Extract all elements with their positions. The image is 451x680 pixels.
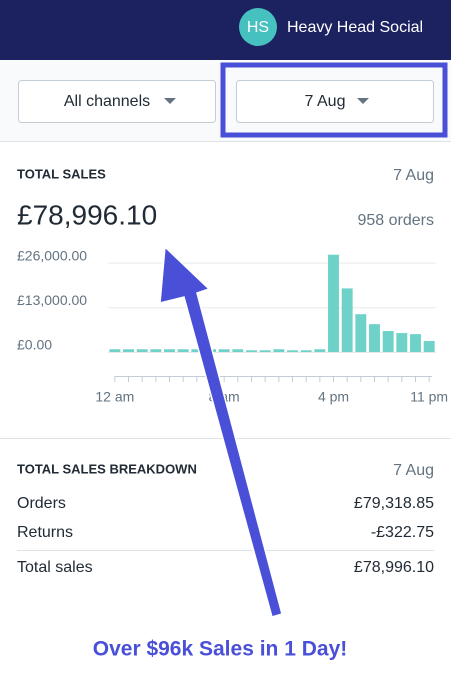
row-label: Orders [17,495,66,512]
bar [259,350,271,352]
bar [136,349,148,352]
sales-amount: £78,996.10 [17,199,157,230]
date-select[interactable] [236,80,434,123]
row-value: -£322.75 [371,524,434,541]
orders-count: 958 orders [358,212,435,229]
x-tick-label: 4 pm [318,389,349,405]
bar [300,350,312,352]
annotation: Over $96k Sales in 1 Day! [93,638,348,661]
channel-select[interactable] [18,80,216,123]
x-tick-label: 11 pm [410,389,448,405]
caret [357,98,369,104]
bar [218,349,230,352]
section-title: TOTAL SALES [17,166,106,181]
bar [410,334,421,352]
row-label: Total sales [17,559,93,576]
date-label: 7 Aug [305,93,346,110]
bar [150,349,162,352]
bar [423,340,435,352]
bar [123,349,134,352]
bar [396,333,408,352]
bar [109,349,121,352]
row-label: Returns [17,524,73,541]
bar [246,350,257,352]
top-bar [0,0,451,60]
y-tick-label: £0.00 [17,337,52,353]
bar [382,331,394,352]
avatar[interactable] [239,8,277,46]
avatar-initials: HS [247,19,269,36]
bar [314,349,326,352]
section-title: TOTAL SALES BREAKDOWN [17,461,197,476]
x-tick-label: 12 am [95,389,134,405]
bar [177,349,189,352]
bar [232,349,244,352]
row-value: £78,996.10 [354,559,434,576]
section-date: 7 Aug [393,462,434,479]
store-name[interactable]: Heavy Head Social [287,19,423,36]
section-date: 7 Aug [393,167,434,184]
bar [328,254,339,352]
bar [287,350,298,352]
row-value: £79,318.85 [354,495,434,512]
bar [341,288,353,352]
bar [164,349,175,352]
y-tick-label: £26,000.00 [17,247,87,263]
bar [191,349,203,352]
bar [355,314,367,352]
y-tick-label: £13,000.00 [17,292,87,308]
bar [369,324,380,352]
bar [273,349,285,352]
channel-label: All channels [64,93,150,110]
annotation-arrow [159,245,283,618]
highlight-box [220,62,448,138]
caret [164,98,176,104]
